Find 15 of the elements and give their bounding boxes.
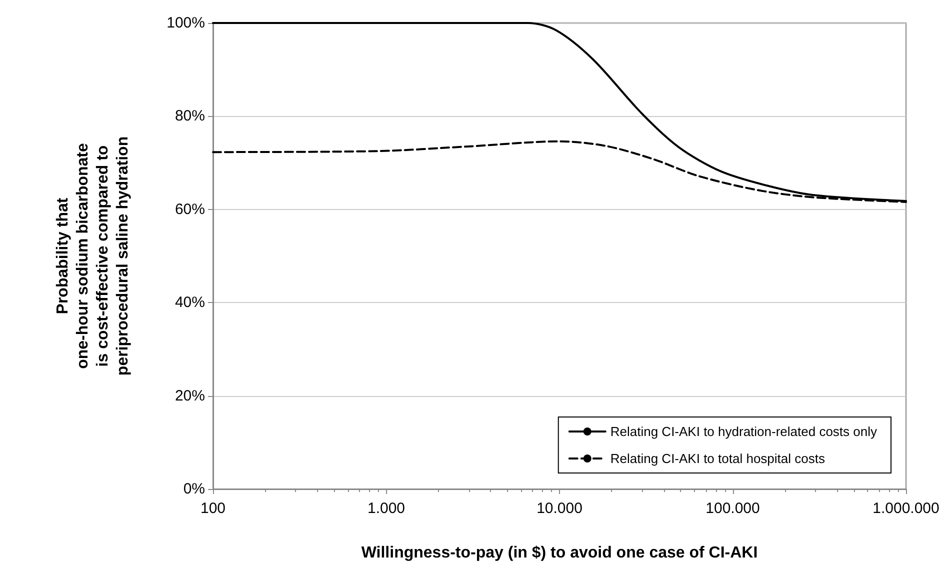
x-tick-label: 10.000: [536, 500, 582, 517]
x-tick-label: 100: [200, 500, 226, 517]
x-tick-label: 1.000: [367, 500, 406, 517]
y-tick-label: 60%: [174, 200, 205, 218]
x-tick-label: 1.000.000: [872, 500, 940, 517]
y-tick-label: 20%: [174, 387, 205, 404]
x-tick-label: 100.000: [706, 500, 760, 517]
y-tick-label: 0%: [183, 480, 205, 498]
x-axis-title: Willingness-to-pay (in $) to avoid one case of CI-AKI: [361, 544, 758, 562]
legend-label: Relating CI-AKI to total hospital costs: [610, 451, 826, 466]
y-tick-label: 80%: [174, 108, 205, 125]
legend-label: Relating CI-AKI to hydration-related costs only: [610, 424, 878, 439]
y-axis-title: Probability that one-hour sodium bicarbonate is cost-effective compared to periprocedural saline hydration: [54, 136, 132, 376]
y-tick-label: 100%: [166, 14, 205, 32]
y-tick-label: 40%: [174, 294, 205, 312]
